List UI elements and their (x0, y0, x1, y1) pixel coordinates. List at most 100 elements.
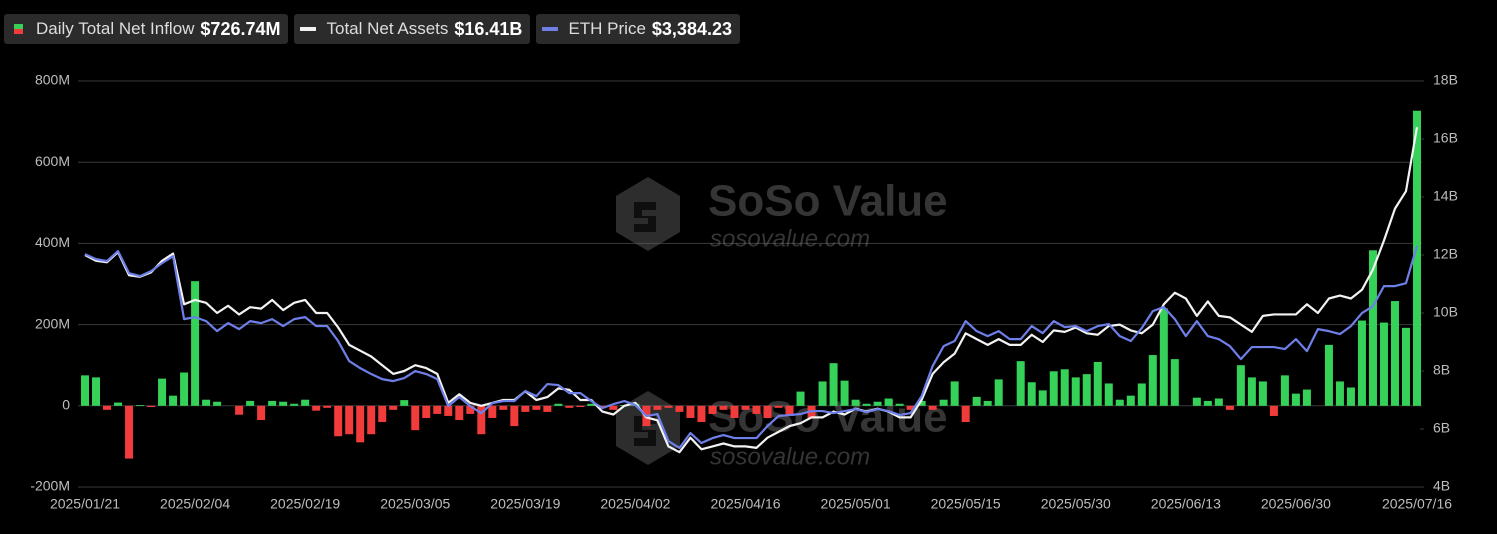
bar (356, 405, 365, 443)
legend-item[interactable]: ETH Price $3,384.23 (536, 14, 740, 44)
bar (235, 405, 244, 415)
bar (1413, 110, 1421, 406)
bar (1390, 301, 1399, 406)
y-tick-label: 800M (35, 72, 70, 88)
bar (1104, 383, 1113, 406)
x-tick-label: 2025/02/04 (160, 496, 230, 512)
bar (1137, 383, 1146, 406)
bar (576, 405, 585, 408)
bar (873, 401, 882, 406)
bar (521, 405, 530, 412)
watermark-url: sosovalue.com (710, 225, 870, 252)
bar (400, 400, 409, 406)
bar (983, 400, 992, 406)
bar (1192, 397, 1201, 406)
bar (147, 405, 156, 408)
bar (774, 405, 783, 408)
bar (1247, 377, 1256, 406)
x-tick-label: 2025/06/30 (1261, 496, 1331, 512)
bar (1115, 399, 1124, 406)
bar (81, 375, 89, 406)
legend-item[interactable]: Daily Total Net Inflow $726.74M (4, 14, 289, 44)
bar (840, 380, 849, 406)
bar (257, 405, 266, 421)
bar (510, 405, 519, 427)
bar (1401, 327, 1410, 406)
legend-item[interactable]: Total Net Assets $16.41B (294, 14, 531, 44)
bar (917, 400, 926, 406)
x-tick-label: 2025/03/19 (490, 496, 560, 512)
x-tick-label: 2025/01/21 (50, 496, 120, 512)
y2-tick-label: 18B (1433, 72, 1458, 88)
bar (1346, 387, 1355, 406)
bar (158, 378, 167, 406)
legend-value: $3,384.23 (651, 18, 732, 39)
bar (532, 405, 541, 410)
bar (169, 395, 178, 406)
bar (554, 403, 563, 406)
bar (1269, 405, 1278, 416)
bar (433, 405, 442, 414)
bar (1258, 381, 1267, 406)
bar (928, 405, 937, 410)
x-tick-label: 2025/02/19 (270, 496, 340, 512)
x-tick-label: 2025/03/05 (380, 496, 450, 512)
legend-icon (542, 27, 559, 31)
bar (741, 405, 750, 410)
legend-label: Total Net Assets (326, 19, 449, 38)
watermark-logo (616, 391, 680, 465)
watermark-logo (616, 177, 680, 251)
bar (323, 405, 332, 408)
bar (466, 405, 475, 414)
bar (312, 405, 321, 411)
bar (950, 381, 959, 406)
bar (686, 405, 695, 418)
bar (1049, 371, 1058, 406)
bar (565, 405, 574, 408)
bar (1324, 344, 1333, 406)
bar (961, 405, 970, 423)
bar (1379, 322, 1388, 406)
y-tick-label: -200M (30, 478, 70, 494)
bar (1302, 389, 1311, 406)
bar (202, 399, 211, 406)
bar (664, 405, 673, 408)
bar (1357, 320, 1366, 406)
legend-label: Daily Total Net Inflow (36, 19, 195, 38)
bar (785, 405, 794, 416)
legend: Daily Total Net Inflow $726.74M Total Net … (4, 14, 740, 44)
bar (818, 381, 827, 406)
bar (884, 398, 893, 406)
line (84, 245, 1419, 450)
y-tick-label: 600M (35, 153, 70, 169)
x-tick-label: 2025/05/01 (821, 496, 891, 512)
bar (653, 405, 662, 410)
bar (1203, 400, 1212, 406)
y-tick-label: 400M (35, 234, 70, 250)
bar (994, 379, 1003, 406)
y-tick-label: 200M (35, 315, 70, 331)
x-tick-label: 2025/05/15 (931, 496, 1001, 512)
y2-tick-label: 14B (1433, 188, 1458, 204)
bar (1071, 377, 1080, 406)
y2-tick-label: 4B (1433, 478, 1450, 494)
bar (378, 405, 387, 423)
bar (411, 405, 420, 431)
bar (587, 403, 596, 406)
bar (334, 405, 343, 437)
x-tick-label: 2025/04/16 (710, 496, 780, 512)
y2-tick-label: 10B (1433, 304, 1458, 320)
bar (851, 399, 860, 406)
watermark-url: sosovalue.com (710, 443, 870, 470)
bar (730, 405, 739, 418)
bar (972, 396, 981, 406)
bar (246, 400, 255, 406)
y2-tick-label: 16B (1433, 130, 1458, 146)
bar (1126, 395, 1135, 406)
legend-icon (300, 27, 317, 31)
bar (180, 372, 189, 406)
legend-value: $16.41B (454, 18, 523, 39)
bar (367, 405, 376, 435)
bar (906, 405, 915, 410)
